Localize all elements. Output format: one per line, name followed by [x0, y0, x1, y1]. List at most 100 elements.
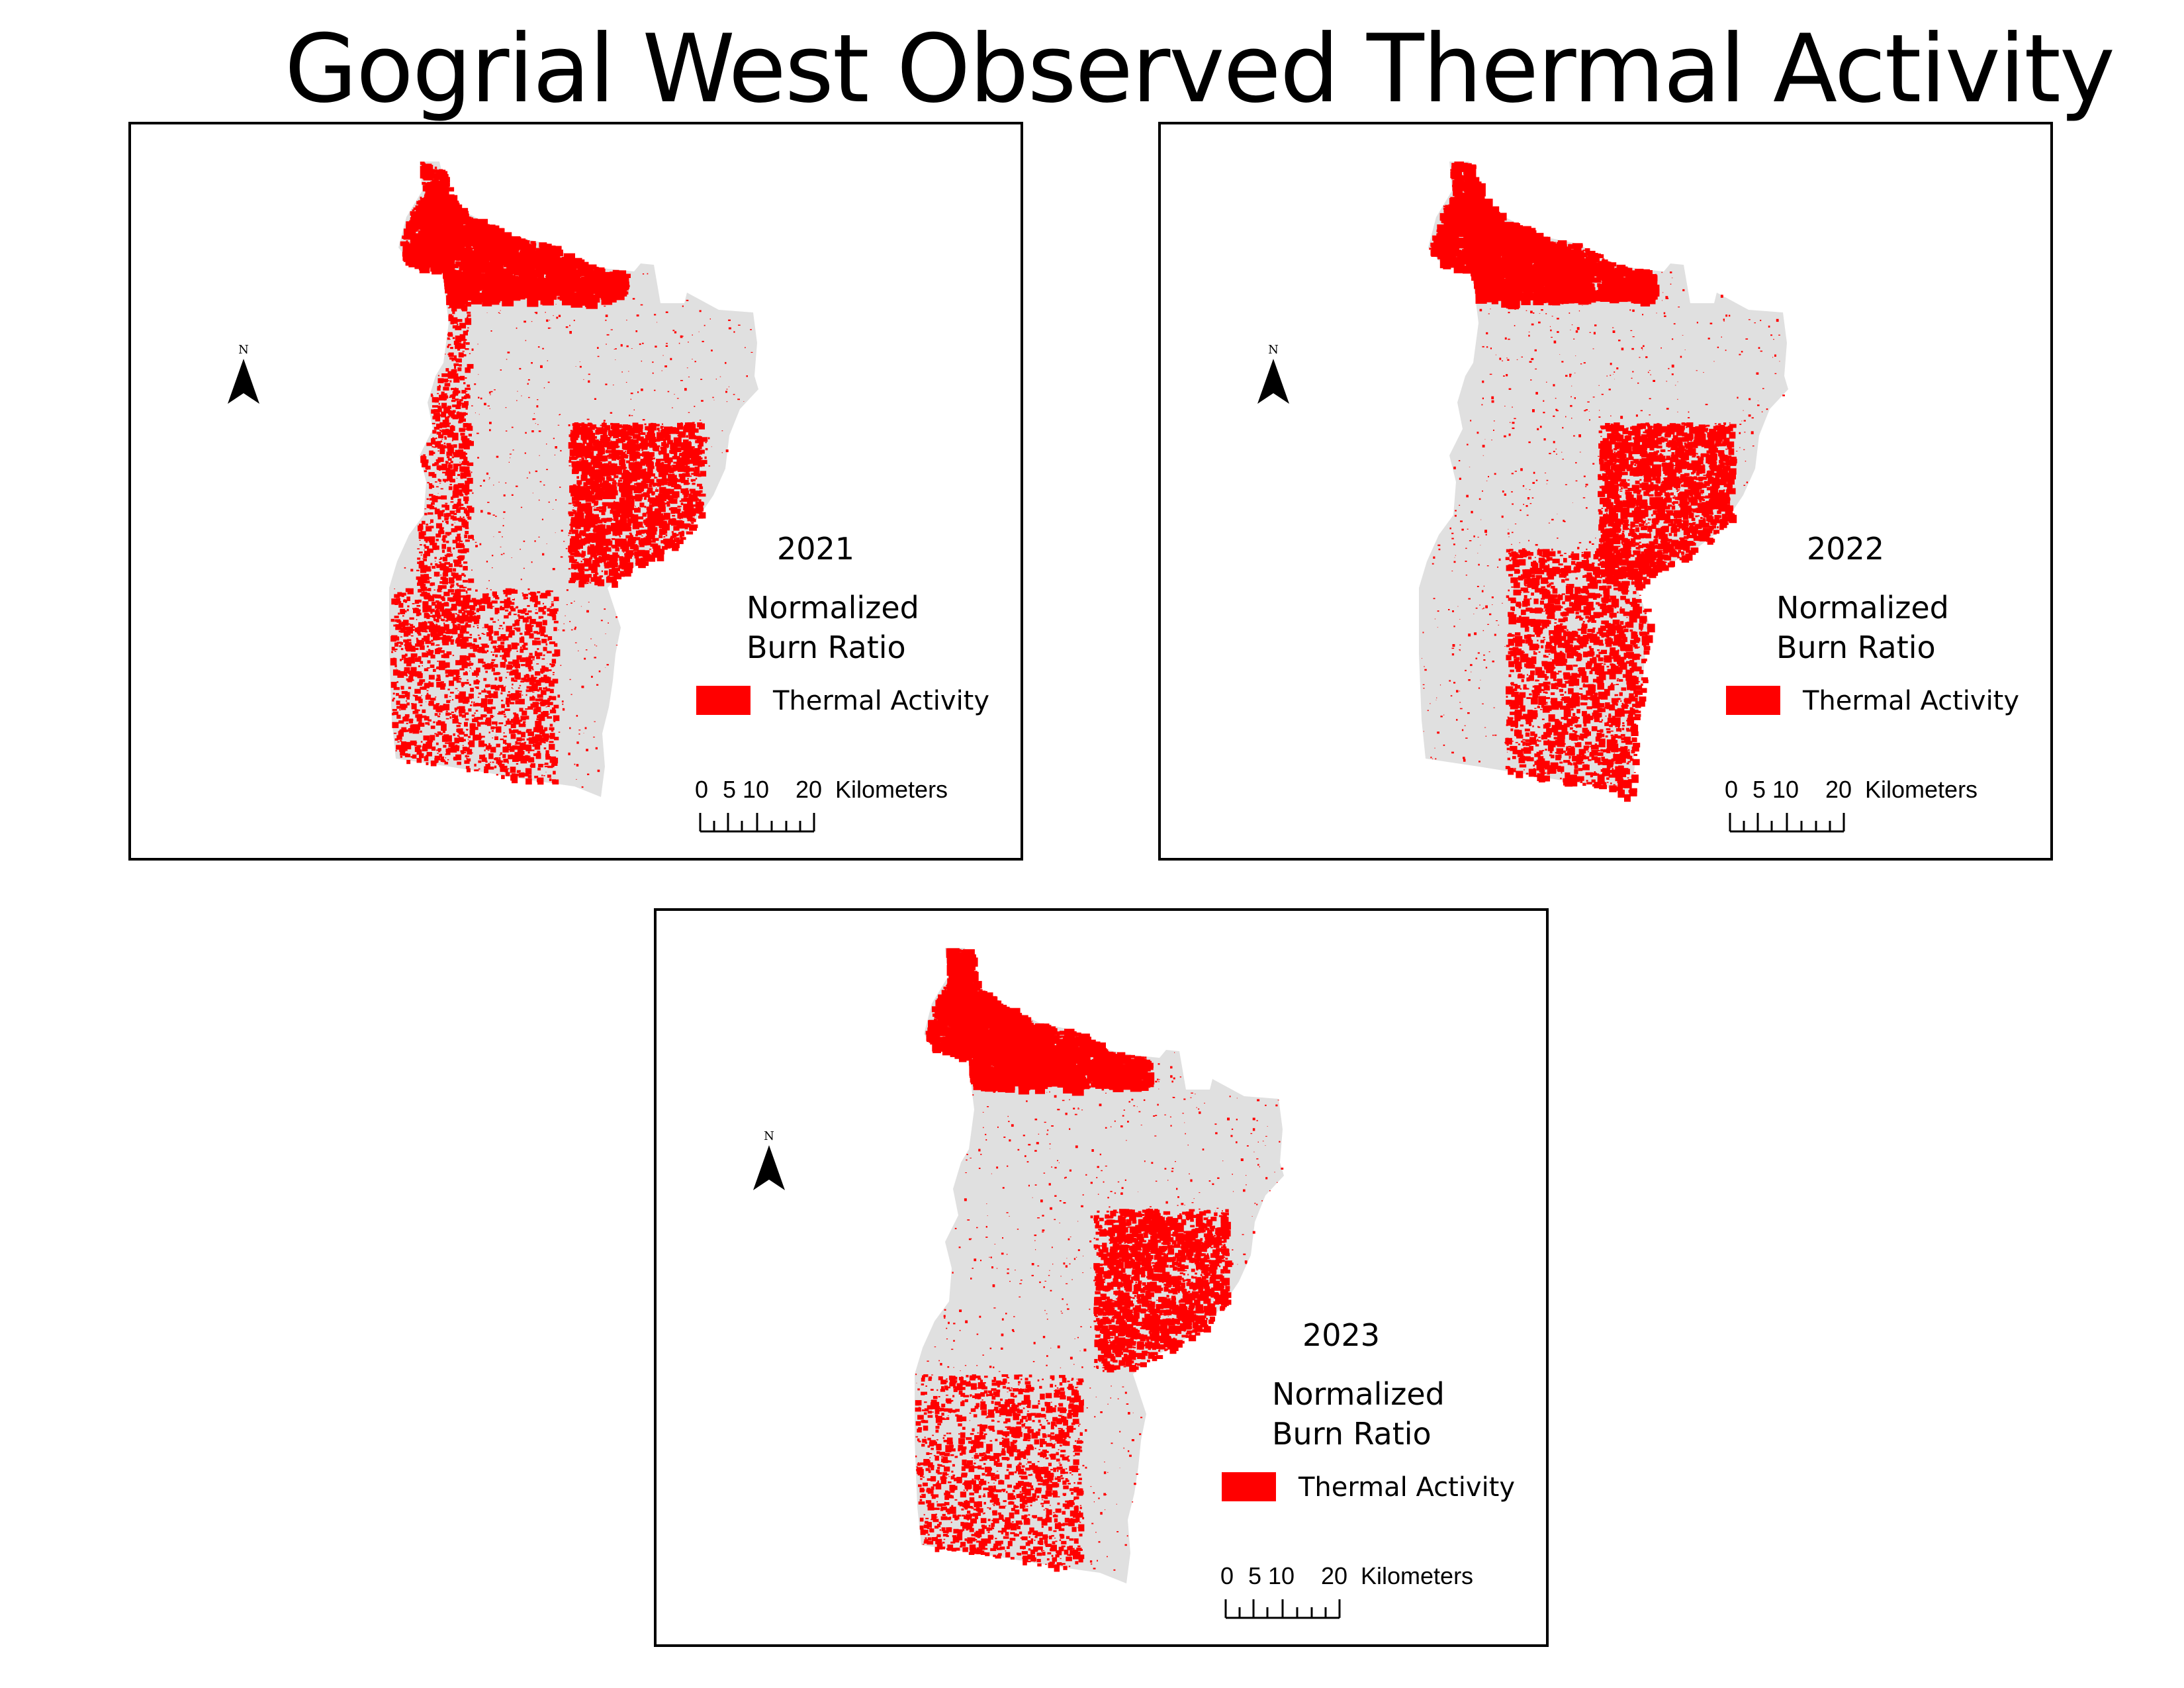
- thermal-activity-mark: [696, 491, 702, 496]
- thermal-activity-mark: [464, 466, 470, 473]
- thermal-activity-mark: [516, 246, 522, 250]
- thermal-activity-mark: [535, 470, 537, 473]
- thermal-activity-mark: [623, 473, 631, 482]
- thermal-activity-mark: [570, 440, 572, 442]
- thermal-activity-mark: [435, 444, 441, 447]
- thermal-activity-mark: [477, 627, 479, 629]
- thermal-activity-mark: [418, 525, 424, 530]
- thermal-activity-mark: [507, 278, 509, 281]
- thermal-activity-mark: [660, 426, 663, 429]
- thermal-activity-mark: [596, 275, 604, 281]
- thermal-activity-mark: [561, 257, 569, 264]
- thermal-activity-mark: [598, 270, 604, 273]
- thermal-activity-mark: [694, 361, 696, 363]
- thermal-activity-mark: [653, 443, 657, 446]
- thermal-activity-mark: [418, 665, 420, 667]
- thermal-activity-mark: [451, 256, 460, 260]
- thermal-activity-mark: [655, 489, 659, 492]
- thermal-activity-mark: [512, 683, 514, 686]
- thermal-activity-mark: [404, 232, 413, 238]
- thermal-activity-mark: [677, 434, 680, 436]
- thermal-activity-mark: [444, 562, 450, 565]
- thermal-activity-mark: [586, 471, 588, 473]
- thermal-activity-mark: [451, 397, 455, 400]
- thermal-activity-mark: [474, 261, 485, 270]
- thermal-activity-mark: [653, 548, 662, 557]
- thermal-activity-mark: [643, 441, 646, 444]
- thermal-activity-mark: [618, 565, 624, 569]
- thermal-activity-mark: [457, 585, 459, 587]
- thermal-activity-mark: [463, 423, 469, 428]
- thermal-activity-mark: [568, 555, 571, 558]
- thermal-activity-mark: [555, 750, 559, 752]
- thermal-activity-mark: [615, 348, 617, 350]
- thermal-activity-mark: [615, 510, 619, 512]
- thermal-activity-mark: [673, 429, 680, 434]
- thermal-activity-mark: [429, 498, 432, 500]
- thermal-activity-mark: [598, 579, 605, 586]
- thermal-activity-mark: [454, 365, 456, 367]
- thermal-activity-mark: [447, 278, 457, 287]
- thermal-activity-mark: [468, 441, 474, 446]
- thermal-activity-mark: [678, 485, 682, 489]
- thermal-activity-mark: [443, 442, 446, 445]
- thermal-activity-mark: [547, 381, 550, 383]
- thermal-activity-mark: [680, 335, 683, 338]
- thermal-activity-mark: [467, 535, 474, 539]
- thermal-activity-mark: [691, 491, 693, 492]
- thermal-activity-mark: [457, 614, 459, 616]
- thermal-activity-mark: [419, 524, 423, 527]
- thermal-activity-mark: [586, 749, 588, 751]
- thermal-activity-mark: [694, 463, 697, 465]
- thermal-activity-mark: [624, 562, 628, 565]
- thermal-activity-mark: [698, 516, 704, 519]
- thermal-activity-mark: [449, 397, 451, 399]
- thermal-activity-mark: [627, 509, 633, 516]
- thermal-activity-mark: [457, 735, 459, 737]
- thermal-activity-mark: [666, 343, 668, 344]
- thermal-activity-mark: [455, 223, 461, 226]
- thermal-activity-mark: [696, 438, 704, 444]
- thermal-activity-mark: [660, 449, 662, 451]
- thermal-activity-mark: [450, 347, 453, 350]
- thermal-activity-mark: [576, 490, 582, 496]
- thermal-activity-mark: [683, 503, 690, 510]
- thermal-activity-mark: [529, 271, 533, 274]
- thermal-activity-mark: [652, 545, 655, 547]
- thermal-activity-mark: [466, 594, 471, 600]
- thermal-activity-mark: [504, 724, 507, 726]
- thermal-activity-mark: [451, 238, 461, 247]
- thermal-activity-mark: [580, 449, 586, 453]
- thermal-activity-mark: [664, 444, 669, 447]
- thermal-activity-mark: [619, 477, 623, 480]
- thermal-activity-mark: [439, 479, 441, 482]
- thermal-activity-mark: [451, 498, 453, 500]
- thermal-activity-mark: [681, 530, 684, 532]
- thermal-activity-mark: [451, 445, 453, 446]
- thermal-activity-mark: [543, 764, 545, 765]
- thermal-activity-mark: [673, 534, 678, 537]
- thermal-activity-mark: [568, 442, 576, 449]
- thermal-activity-mark: [705, 442, 707, 444]
- thermal-activity-mark: [698, 442, 704, 447]
- thermal-activity-mark: [612, 458, 617, 461]
- thermal-activity-mark: [448, 568, 453, 573]
- thermal-activity-mark: [538, 499, 540, 501]
- thermal-activity-mark: [653, 499, 657, 503]
- thermal-activity-mark: [463, 418, 466, 422]
- thermal-activity-mark: [471, 290, 475, 294]
- thermal-activity-mark: [627, 500, 635, 506]
- thermal-activity-mark: [482, 242, 488, 247]
- thermal-activity-mark: [569, 621, 571, 622]
- thermal-activity-mark: [508, 236, 521, 242]
- thermal-activity-mark: [653, 539, 655, 540]
- thermal-activity-mark: [578, 574, 584, 580]
- thermal-activity-mark: [645, 463, 653, 467]
- thermal-activity-mark: [584, 657, 586, 660]
- thermal-activity-mark: [674, 484, 681, 490]
- thermal-activity-mark: [686, 367, 688, 369]
- thermal-activity-mark: [467, 314, 471, 317]
- thermal-activity-mark: [692, 491, 698, 496]
- thermal-activity-mark: [571, 529, 578, 534]
- thermal-activity-mark: [651, 457, 655, 459]
